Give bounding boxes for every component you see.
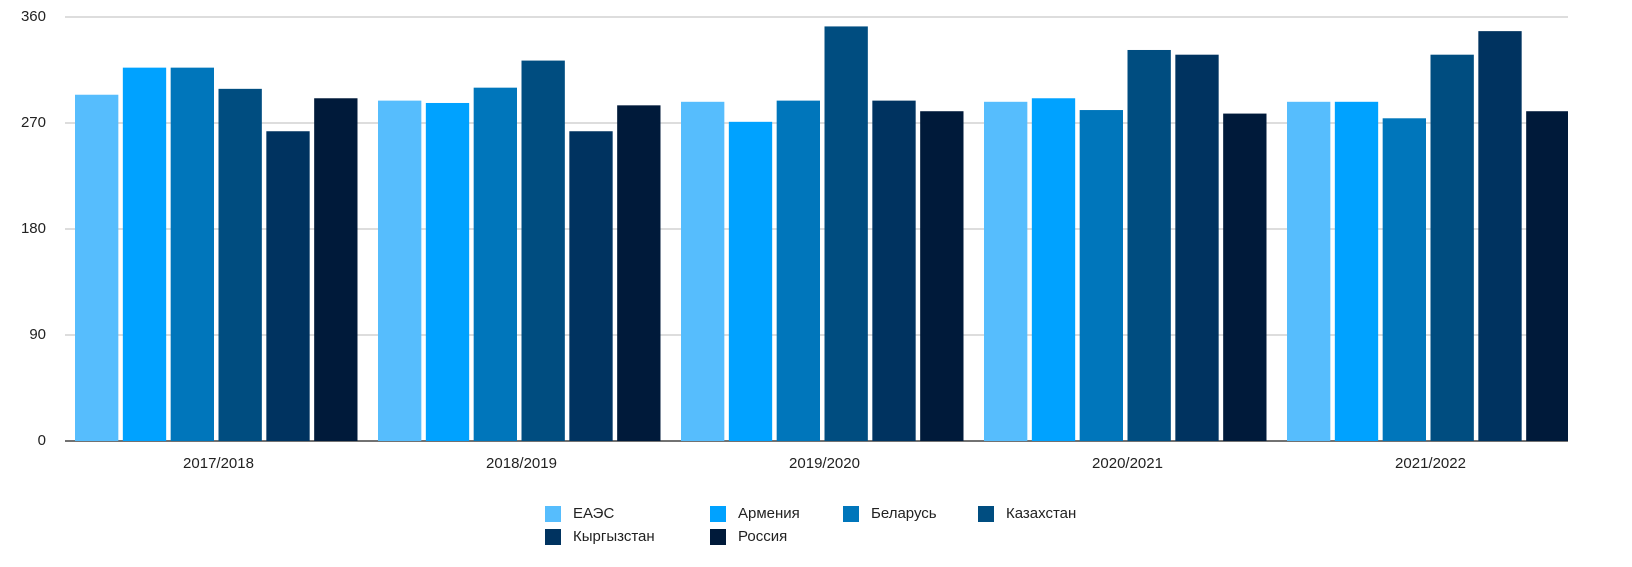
x-tick-label: 2018/2019 bbox=[486, 455, 557, 472]
legend-swatch bbox=[710, 529, 726, 545]
y-tick-label: 0 bbox=[38, 432, 46, 449]
legend-label: Армения bbox=[738, 505, 800, 522]
legend-label: ЕАЭС bbox=[573, 505, 614, 522]
legend-label: Беларусь bbox=[871, 505, 937, 522]
bar bbox=[425, 102, 470, 441]
x-tick-label: 2017/2018 bbox=[183, 455, 254, 472]
bar bbox=[1223, 113, 1267, 442]
x-tick-label: 2019/2020 bbox=[789, 455, 860, 472]
legend-label: Казахстан bbox=[1006, 505, 1076, 522]
bar bbox=[378, 100, 422, 441]
x-tick-label: 2020/2021 bbox=[1092, 455, 1163, 472]
bar bbox=[1175, 54, 1219, 441]
legend-label: Кыргызстан bbox=[573, 528, 655, 545]
bar bbox=[1079, 110, 1123, 442]
bars bbox=[75, 26, 1568, 442]
bar bbox=[1031, 98, 1076, 442]
legend-label: Россия bbox=[738, 528, 787, 545]
bar bbox=[617, 105, 661, 441]
y-tick-label: 180 bbox=[21, 220, 46, 237]
bar bbox=[728, 121, 773, 442]
bar bbox=[170, 67, 214, 442]
bar bbox=[1430, 54, 1474, 441]
bar bbox=[314, 98, 358, 442]
bar bbox=[1334, 101, 1379, 442]
bar bbox=[1526, 111, 1568, 441]
bar bbox=[1287, 101, 1331, 442]
bar bbox=[266, 131, 310, 441]
bar bbox=[1127, 49, 1171, 441]
legend-swatch bbox=[710, 506, 726, 522]
x-tick-label: 2021/2022 bbox=[1395, 455, 1466, 472]
bar bbox=[569, 131, 613, 441]
legend-swatch bbox=[843, 506, 859, 522]
bar bbox=[872, 100, 916, 441]
bar bbox=[521, 60, 565, 441]
bar bbox=[1478, 31, 1522, 442]
bar bbox=[218, 88, 262, 441]
bar bbox=[984, 101, 1028, 442]
legend-swatch bbox=[545, 529, 561, 545]
y-tick-label: 360 bbox=[21, 8, 46, 25]
bar bbox=[122, 67, 167, 442]
bar bbox=[776, 100, 820, 441]
y-tick-label: 90 bbox=[29, 326, 46, 343]
bar bbox=[920, 111, 964, 441]
bar bbox=[75, 94, 119, 441]
legend-swatch bbox=[545, 506, 561, 522]
labels: 0 90 180 270 360 2017/2018 2018/2019 2019/2020 2… bbox=[21, 8, 1466, 545]
legend-swatch bbox=[978, 506, 994, 522]
y-tick-label: 270 bbox=[21, 114, 46, 131]
bar bbox=[824, 26, 868, 442]
bar bbox=[473, 87, 517, 442]
bar bbox=[1382, 118, 1426, 442]
bar bbox=[681, 101, 725, 442]
